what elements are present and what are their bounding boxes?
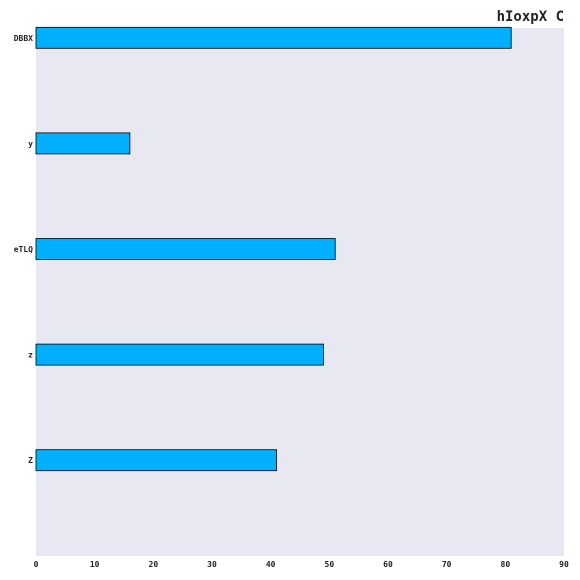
category-label: eTLQ (14, 245, 33, 254)
category-label: y (28, 139, 33, 148)
category-label: Z (28, 456, 33, 465)
x-tick-label: 40 (266, 560, 276, 569)
x-tick-label: 0 (34, 560, 39, 569)
category-label: z (28, 351, 33, 360)
bar-Z (35, 449, 277, 472)
x-tick-label: 70 (442, 560, 452, 569)
x-tick-label: 20 (149, 560, 159, 569)
x-tick-label: 90 (559, 560, 569, 569)
bars-group (35, 26, 512, 472)
x-tick-label: 50 (325, 560, 335, 569)
x-tick-label: 10 (90, 560, 100, 569)
x-ticks-group: 0 10 20 30 40 50 60 70 80 90 (34, 560, 569, 569)
bar-z (35, 343, 324, 366)
chart-title: hIoxpX C (497, 9, 564, 25)
bar-y (35, 132, 131, 155)
x-tick-label: 30 (207, 560, 217, 569)
plot-area (36, 28, 564, 556)
x-tick-label: 60 (383, 560, 393, 569)
bar-DBBX (35, 26, 512, 49)
category-label: DBBX (14, 34, 33, 43)
x-tick-label: 80 (501, 560, 511, 569)
category-labels-group: DBBX y eTLQ z Z (14, 34, 33, 465)
bar-eTLQ (35, 238, 336, 260)
